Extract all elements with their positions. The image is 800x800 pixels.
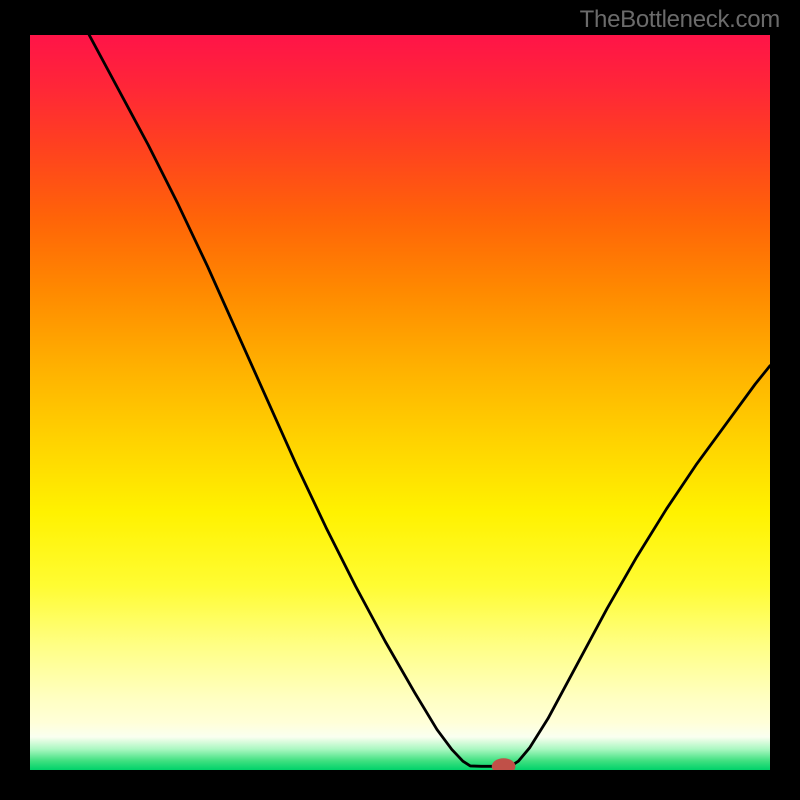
plot-area <box>30 35 770 770</box>
chart-frame: TheBottleneck.com <box>0 0 800 800</box>
gradient-background <box>30 35 770 770</box>
bottleneck-chart <box>30 35 770 770</box>
watermark-text: TheBottleneck.com <box>580 6 780 34</box>
